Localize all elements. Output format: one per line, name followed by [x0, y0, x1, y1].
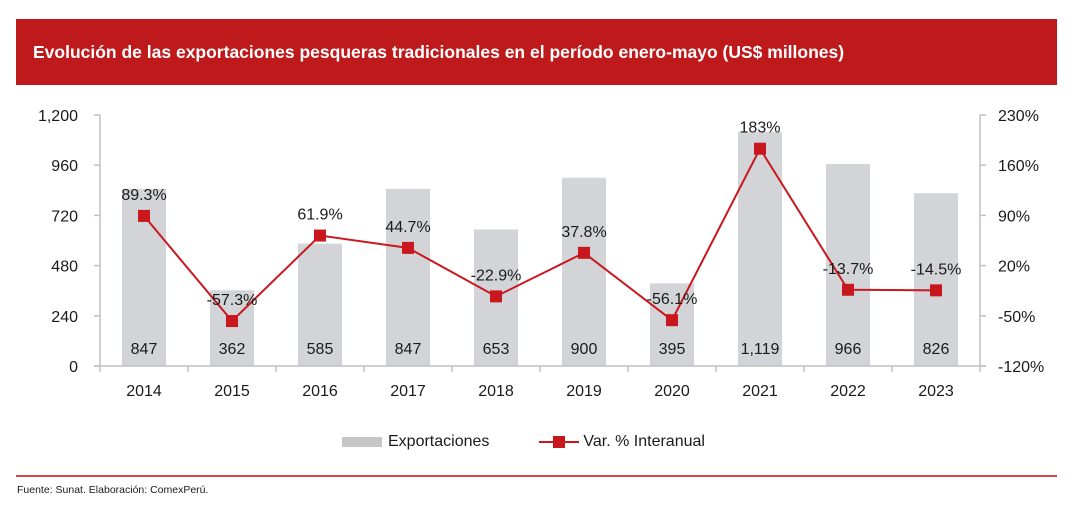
left-tick-label: 720	[51, 208, 78, 225]
x-tick-label: 2016	[302, 383, 338, 400]
x-tick-label: 2014	[126, 383, 162, 400]
legend-label-exportaciones: Exportaciones	[388, 433, 490, 450]
bar-value-label: 966	[835, 341, 862, 358]
bar-2021	[738, 131, 782, 366]
right-tick-label: -50%	[998, 309, 1035, 326]
right-tick-label: 90%	[998, 208, 1030, 225]
bar-2017	[386, 188, 430, 366]
variation-value-label: 37.8%	[561, 224, 606, 241]
axes-group: 0 240 480 720 960 1,200 -120% -50% 20% 90% 160% 230…	[38, 108, 1044, 400]
left-tick-label: 0	[69, 359, 78, 376]
variation-value-label: 183%	[740, 120, 781, 137]
bar-value-label: 653	[483, 341, 510, 358]
x-tick-label: 2019	[566, 383, 602, 400]
bar-value-label: 1,119	[741, 341, 780, 358]
x-tick-label: 2017	[390, 383, 426, 400]
variation-marker-2019	[578, 246, 590, 259]
x-tick-label: 2020	[654, 383, 690, 400]
variation-value-label: -56.1%	[647, 291, 698, 308]
bar-value-label: 826	[923, 341, 950, 358]
bar-value-label: 585	[307, 341, 334, 358]
variation-value-label: -14.5%	[911, 261, 962, 278]
bar-value-label: 900	[571, 341, 598, 358]
variation-value-label: -57.3%	[207, 292, 258, 309]
legend: Exportaciones Var. % Interanual	[342, 430, 705, 454]
right-tick-label: -120%	[998, 359, 1044, 376]
variation-value-label: -22.9%	[471, 267, 522, 284]
legend-bar-swatch	[342, 437, 382, 447]
legend-item-exportaciones: Exportaciones	[342, 433, 489, 451]
bar-value-label: 847	[131, 341, 158, 358]
bar-value-label: 395	[659, 341, 686, 358]
legend-line-marker-swatch	[539, 435, 580, 449]
x-tick-label: 2015	[214, 383, 250, 400]
left-tick-label: 1,200	[38, 108, 78, 125]
right-tick-label: 20%	[998, 259, 1030, 276]
variation-marker-2016	[314, 229, 326, 242]
footer-divider	[16, 475, 1057, 477]
x-tick-label: 2023	[918, 383, 954, 400]
title-banner: Evolución de las exportaciones pesqueras…	[16, 19, 1057, 85]
chart-title: Evolución de las exportaciones pesqueras…	[33, 42, 845, 62]
bars-group	[122, 131, 958, 366]
bar-2016	[298, 243, 342, 366]
variation-marker-2017	[402, 241, 414, 254]
variation-value-label: 44.7%	[385, 219, 430, 236]
labels-group: 847 362 585 847 653 900 395 1,119 966 826 89.3% -57…	[121, 120, 961, 358]
variation-value-label: 61.9%	[297, 207, 342, 224]
x-tick-label: 2022	[830, 383, 866, 400]
legend-item-variacion: Var. % Interanual	[489, 433, 705, 451]
left-tick-label: 480	[51, 259, 78, 276]
variation-line	[143, 146, 937, 323]
bar-2023	[914, 193, 958, 366]
bar-value-label: 847	[395, 341, 422, 358]
bar-value-label: 362	[219, 341, 246, 358]
variation-marker-2021	[754, 142, 766, 155]
variation-marker-2014	[138, 209, 150, 222]
bar-2019	[562, 177, 606, 366]
variation-value-label: -13.7%	[823, 261, 874, 278]
variation-marker-2022	[842, 283, 854, 296]
x-tick-label: 2021	[742, 383, 778, 400]
variation-marker-2015	[226, 315, 238, 328]
source-note: Fuente: Sunat. Elaboración: ComexPerú.	[17, 484, 209, 496]
variation-value-label: 89.3%	[121, 187, 166, 204]
right-tick-label: 160%	[998, 158, 1039, 175]
variation-marker-2020	[666, 314, 678, 327]
right-tick-label: 230%	[998, 108, 1039, 125]
line-series-group	[138, 142, 942, 328]
variation-marker-2023	[930, 284, 942, 297]
legend-label-variacion: Var. % Interanual	[583, 433, 705, 450]
x-tick-label: 2018	[478, 383, 514, 400]
left-tick-label: 960	[51, 158, 78, 175]
left-tick-label: 240	[51, 309, 78, 326]
variation-marker-2018	[490, 290, 502, 303]
